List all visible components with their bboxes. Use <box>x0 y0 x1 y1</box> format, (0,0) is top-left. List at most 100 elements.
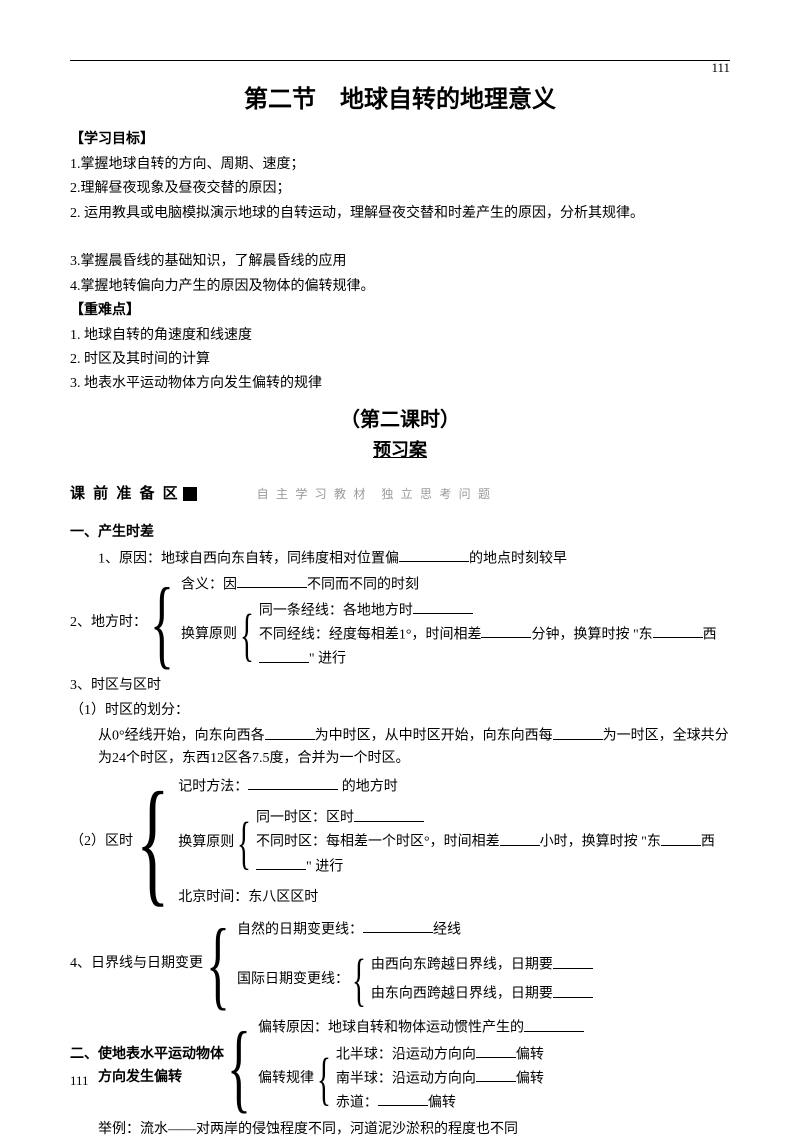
s1-item2-lead: 2、地方时： <box>70 573 149 674</box>
brace-icon: { <box>135 772 171 912</box>
local-time-row: 2、地方时： { 含义：因 不同而不同的时刻 换算原则 { 同一条经线：各地地方时… <box>70 573 730 674</box>
s1-item4-lead: 4、日界线与日期变更 <box>70 914 205 1014</box>
conv2c: 西 <box>703 627 717 642</box>
blank <box>354 806 424 821</box>
conv-line2: 不同经线：经度每相差1°，时间相差 分钟，换算时按 "东 西 " 进行 <box>259 623 730 671</box>
natural-tail: 经线 <box>433 922 461 937</box>
goal-4: 3.掌握晨昏线的基础知识，了解晨昏线的应用 <box>70 251 730 273</box>
intl-line2: 由东向西跨越日界线，日期要 <box>371 982 593 1006</box>
conv-label: 换算原则 <box>181 599 239 672</box>
zc2a: 不同时区：每相差一个时区°，时间相差 <box>256 835 500 850</box>
prep-hint: 自 主 学 习 教 材 独 立 思 考 问 题 <box>257 485 492 504</box>
blank <box>553 953 593 968</box>
intl-label: 国际日期变更线： <box>237 951 351 1009</box>
preview-title: 预习案 <box>70 436 730 465</box>
blank <box>553 982 593 997</box>
intl-content: 由西向东跨越日界线，日期要 由东向西跨越日界线，日期要 <box>371 951 593 1009</box>
section2-row: 二、使地表水平运动物体 方向发生偏转 { 偏转原因：地球自转和物体运动惯性产生的… <box>70 1016 730 1117</box>
natural-line: 自然的日期变更线： 经线 <box>237 918 593 942</box>
zone-conv1: 同一时区：区时 <box>256 806 730 830</box>
intl2: 由东向西跨越日界线，日期要 <box>371 987 553 1002</box>
prep-banner: 课 前 准 备 区 自 主 学 习 教 材 独 立 思 考 问 题 <box>70 482 730 506</box>
blank <box>553 724 603 739</box>
s1-item1-text: 1、原因：地球自西向东自转，同纬度相对位置偏 <box>98 551 399 566</box>
s1-item1-tail: 的地点时刻较早 <box>469 551 567 566</box>
goal-2: 2.理解昼夜现象及昼夜交替的原因； <box>70 178 730 200</box>
brace-icon: { <box>226 1016 252 1117</box>
law-label: 偏转规律 <box>258 1043 316 1116</box>
goals-label: 【学习目标】 <box>70 129 730 151</box>
south-text: 南半球：沿运动方向向 <box>336 1071 476 1086</box>
s2-title-a: 二、使地表水平运动物体 <box>70 1044 224 1066</box>
timing-line: 记时方法： 的地方时 <box>178 775 730 799</box>
brace-icon: { <box>236 806 252 879</box>
prep-block-icon <box>183 487 197 501</box>
brace-icon: { <box>149 573 175 674</box>
law-content: 北半球：沿运动方向向偏转 南半球：沿运动方向向偏转 赤道：偏转 <box>336 1043 544 1116</box>
intl-line1: 由西向东跨越日界线，日期要 <box>371 953 593 977</box>
dateline-content: 自然的日期变更线： 经线 国际日期变更线： { 由西向东跨越日界线，日期要 由东向… <box>237 914 593 1014</box>
brace-icon: { <box>205 914 231 1014</box>
s1-3-1b: 为中时区，从中时区开始，向东向西每 <box>315 729 553 744</box>
blank <box>476 1043 516 1058</box>
blank <box>481 623 531 638</box>
eq-text: 赤道： <box>336 1095 378 1110</box>
zc2d: " 进行 <box>306 859 343 874</box>
blank <box>259 647 309 662</box>
brace-icon: { <box>316 1043 332 1116</box>
zc2b: 小时，换算时按 "东 <box>540 835 661 850</box>
s1-item3-2-lead: （2）区时 <box>70 772 135 912</box>
conv2b: 分钟，换算时按 "东 <box>531 627 652 642</box>
north-line: 北半球：沿运动方向向 偏转 <box>336 1043 544 1067</box>
s1-item3-1: （1）时区的划分： <box>70 700 730 722</box>
local-time-content: 含义：因 不同而不同的时刻 换算原则 { 同一条经线：各地地方时 不同经线：经度每… <box>181 573 730 674</box>
beijing-line: 北京时间：东八区区时 <box>178 886 730 910</box>
zone-time-content: 记时方法： 的地方时 换算原则 { 同一时区：区时 不同时区：每相差一个时区°，… <box>178 772 730 912</box>
meaning-text: 含义：因 <box>181 577 237 592</box>
natural-label: 自然的日期变更线： <box>237 922 363 937</box>
conv1-text: 同一条经线：各地地方时 <box>259 603 413 618</box>
blank <box>476 1067 516 1082</box>
conv2d: " 进行 <box>309 652 346 667</box>
south-line: 南半球：沿运动方向向 偏转 <box>336 1067 544 1091</box>
section1-title: 一、产生时差 <box>70 522 730 544</box>
blank <box>500 830 540 845</box>
goal-blank <box>70 227 730 249</box>
zone-conv2: 不同时区：每相差一个时区°，时间相差小时，换算时按 "东西" 进行 <box>256 830 730 878</box>
blank <box>363 918 433 933</box>
difficulty-1: 1. 地球自转的角速度和线速度 <box>70 325 730 347</box>
brace-icon: { <box>239 599 255 672</box>
goal-3: 2. 运用教具或电脑模拟演示地球的自转运动，理解昼夜交替和时差产生的原因，分析其… <box>70 203 730 225</box>
top-rule <box>70 60 730 61</box>
difficulty-3: 3. 地表水平运动物体方向发生偏转的规律 <box>70 373 730 395</box>
north-text: 北半球：沿运动方向向 <box>336 1047 476 1062</box>
meaning-line: 含义：因 不同而不同的时刻 <box>181 573 730 597</box>
section2-content: 偏转原因：地球自转和物体运动惯性产生的 偏转规律 { 北半球：沿运动方向向偏转 … <box>258 1016 584 1117</box>
blank <box>256 855 306 870</box>
page-number-bottom: 111 <box>70 1071 89 1092</box>
meaning-tail: 不同而不同的时刻 <box>307 577 419 592</box>
deflect-s: 偏转 <box>516 1071 544 1086</box>
blank <box>413 599 473 614</box>
intl-row: 国际日期变更线： { 由西向东跨越日界线，日期要 由东向西跨越日界线，日期要 <box>237 951 593 1009</box>
zone-conv-content: 同一时区：区时 不同时区：每相差一个时区°，时间相差小时，换算时按 "东西" 进… <box>256 806 730 879</box>
blank <box>653 623 703 638</box>
brace-icon: { <box>351 951 367 1009</box>
blank <box>378 1091 428 1106</box>
blank <box>661 830 701 845</box>
section2-title: 二、使地表水平运动物体 方向发生偏转 <box>70 1016 226 1117</box>
timing-tail: 的地方时 <box>338 779 398 794</box>
blank <box>524 1016 584 1031</box>
conv-line1: 同一条经线：各地地方时 <box>259 599 730 623</box>
zc1: 同一时区：区时 <box>256 811 354 826</box>
s2-example: 举例：流水——对两岸的侵蚀程度不同，河道泥沙淤积的程度也不同 <box>70 1119 730 1141</box>
reason-line: 偏转原因：地球自转和物体运动惯性产生的 <box>258 1016 584 1040</box>
eq-line: 赤道：偏转 <box>336 1091 544 1115</box>
s2-title-b: 方向发生偏转 <box>70 1067 224 1089</box>
goal-5: 4.掌握地转偏向力产生的原因及物体的偏转规律。 <box>70 276 730 298</box>
blank <box>265 724 315 739</box>
conv2a: 不同经线：经度每相差1°，时间相差 <box>259 627 482 642</box>
prep-label: 课 前 准 备 区 <box>70 482 180 506</box>
deflect-n: 偏转 <box>516 1047 544 1062</box>
difficulty-label: 【重难点】 <box>70 300 730 322</box>
